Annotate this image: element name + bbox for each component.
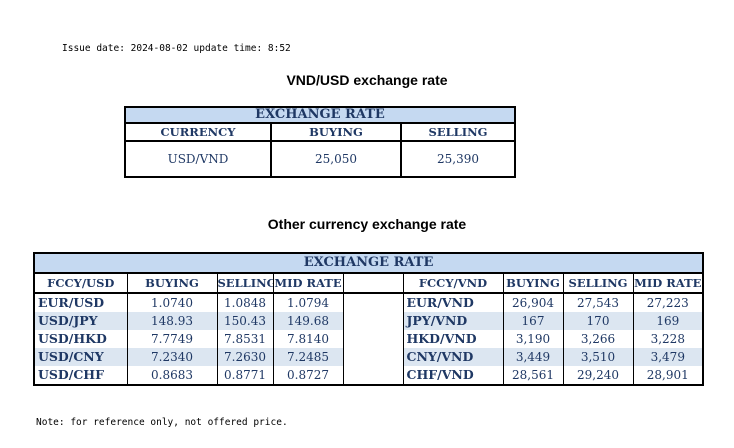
column-header: SELLING bbox=[217, 273, 274, 294]
cell: USD/CNY bbox=[34, 348, 128, 366]
cell: 150.43 bbox=[217, 312, 274, 330]
column-header: SELLING bbox=[400, 122, 516, 142]
cell: 29,240 bbox=[563, 366, 634, 385]
cell: 0.8727 bbox=[273, 366, 344, 385]
spacer bbox=[343, 273, 404, 294]
cell: 28,901 bbox=[646, 368, 689, 382]
column-header: CURRENCY bbox=[124, 122, 272, 142]
cell: 3,228 bbox=[650, 332, 685, 346]
table-row: USD/CHF 0.8683 0.8771 0.8727 CHF/VND 28,561 29… bbox=[34, 366, 703, 385]
table-header: EXCHANGE RATE bbox=[32, 252, 704, 274]
spacer bbox=[343, 366, 404, 385]
cell: 1.0740 bbox=[127, 293, 218, 312]
table-header: EXCHANGE RATE bbox=[124, 106, 516, 124]
column-header: FCCY/VND bbox=[403, 273, 504, 294]
cell: 0.8683 bbox=[127, 366, 218, 385]
table-row: USD/HKD 7.7749 7.8531 7.8140 HKD/VND 3,190 3,2… bbox=[34, 330, 703, 348]
usd-section-title: VND/USD exchange rate bbox=[286, 72, 448, 88]
cell: 26,904 bbox=[503, 293, 564, 312]
cell: 7.8531 bbox=[217, 330, 274, 348]
cell: USD/VND bbox=[124, 140, 272, 178]
other-section-title: Other currency exchange rate bbox=[267, 216, 467, 232]
table-row: USD/JPY 148.93 150.43 149.68 JPY/VND 167 170 16… bbox=[34, 312, 704, 330]
cell: 7.2630 bbox=[217, 348, 274, 366]
cell: 7.2485 bbox=[273, 348, 344, 366]
cell: 149.68 bbox=[273, 312, 344, 330]
cell: 7.7749 bbox=[127, 330, 218, 348]
spacer bbox=[343, 312, 404, 330]
cell: 170 bbox=[563, 312, 634, 330]
cell: EUR/VND bbox=[403, 293, 504, 312]
cell: 3,190 bbox=[503, 330, 564, 348]
column-header: MID RATE bbox=[633, 273, 704, 294]
cell: 27,223 bbox=[646, 296, 689, 310]
cell: 7.8140 bbox=[273, 330, 344, 348]
cell: 3,266 bbox=[563, 330, 634, 348]
note-text: Note: for reference only, not offered pr… bbox=[36, 417, 288, 428]
column-header: SELLING bbox=[563, 273, 634, 294]
cell: JPY/VND bbox=[403, 312, 504, 330]
cell: USD/JPY bbox=[34, 312, 128, 330]
cell: 3,510 bbox=[563, 348, 634, 366]
spacer bbox=[343, 348, 404, 366]
cell: 169 bbox=[633, 312, 704, 330]
usd-rate-table: EXCHANGE RATE CURRENCY BUYING SELLING USD/… bbox=[124, 106, 516, 178]
cell: 3,449 bbox=[503, 348, 564, 366]
cell: 25,050 bbox=[270, 140, 402, 178]
table-row: USD/VND 25,050 25,390 bbox=[124, 140, 516, 178]
column-header: BUYING bbox=[270, 122, 402, 142]
cell: HKD/VND bbox=[403, 330, 504, 348]
cell: 0.8771 bbox=[217, 366, 274, 385]
cell: 167 bbox=[503, 312, 564, 330]
column-header: BUYING bbox=[127, 273, 218, 294]
column-header-row: FCCY/USD BUYING SELLING MID RATE FCCY/VND BUY… bbox=[34, 273, 704, 294]
cell: CNY/VND bbox=[403, 348, 504, 366]
spacer bbox=[343, 293, 404, 312]
cell: 28,561 bbox=[503, 366, 564, 385]
cell: USD/CHF bbox=[34, 366, 128, 385]
column-header: BUYING bbox=[503, 273, 564, 294]
other-rate-table: EXCHANGE RATE FCCY/USD BUYING SELLING MID R… bbox=[32, 252, 705, 386]
issue-date-text: Issue date: 2024-08-02 update time: 8:52 bbox=[62, 43, 291, 54]
cell: CHF/VND bbox=[403, 366, 504, 385]
cell: 7.2340 bbox=[127, 348, 218, 366]
cell: 27,543 bbox=[563, 293, 634, 312]
cell: USD/HKD bbox=[34, 330, 128, 348]
column-header: MID RATE bbox=[273, 273, 344, 294]
cell: 3,479 bbox=[633, 348, 704, 366]
table-row: USD/CNY 7.2340 7.2630 7.2485 CNY/VND 3,449 3,5… bbox=[34, 348, 704, 366]
cell: 25,390 bbox=[400, 140, 516, 178]
column-header: FCCY/USD bbox=[34, 273, 128, 294]
cell: EUR/USD bbox=[34, 293, 128, 312]
table-row: EUR/USD 1.0740 1.0848 1.0794 EUR/VND 26,904 27… bbox=[34, 293, 703, 312]
cell: 1.0848 bbox=[217, 293, 274, 312]
cell: 1.0794 bbox=[273, 293, 344, 312]
cell: 148.93 bbox=[127, 312, 218, 330]
spacer bbox=[343, 330, 404, 348]
